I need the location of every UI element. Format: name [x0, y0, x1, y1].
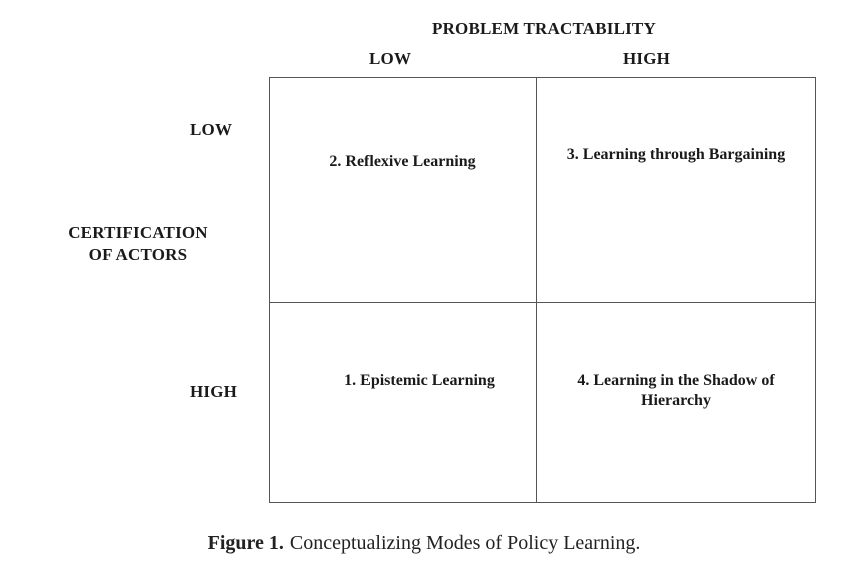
- cell-reflexive-learning: 2. Reflexive Learning: [329, 153, 476, 170]
- matrix-grid-border: [269, 77, 816, 503]
- cell-learning-through-bargaining: 3. Learning through Bargaining: [566, 146, 786, 163]
- figure-caption: Figure 1. Conceptualizing Modes of Policy…: [0, 532, 848, 555]
- column-label-low: LOW: [369, 49, 412, 68]
- cell-epistemic-learning: 1. Epistemic Learning: [344, 372, 495, 389]
- figure-caption-text: Conceptualizing Modes of Policy Learning…: [289, 532, 641, 554]
- cell-learning-shadow-of-hierarchy: 4. Learning in the Shadow of Hierarchy: [577, 372, 775, 409]
- column-label-high: HIGH: [623, 49, 671, 68]
- figure-number: Figure 1.: [207, 532, 284, 554]
- row-label-high: HIGH: [190, 382, 238, 401]
- top-axis-title: PROBLEM TRACTABILITY: [432, 19, 656, 38]
- left-axis-title-line-1: CERTIFICATION: [68, 223, 208, 242]
- left-axis-title: CERTIFICATION OF ACTORS: [60, 222, 216, 266]
- matrix-horizontal-divider: [269, 302, 816, 303]
- left-axis-title-line-2: OF ACTORS: [88, 245, 188, 264]
- matrix-vertical-divider: [536, 77, 537, 503]
- row-label-low: LOW: [190, 120, 233, 139]
